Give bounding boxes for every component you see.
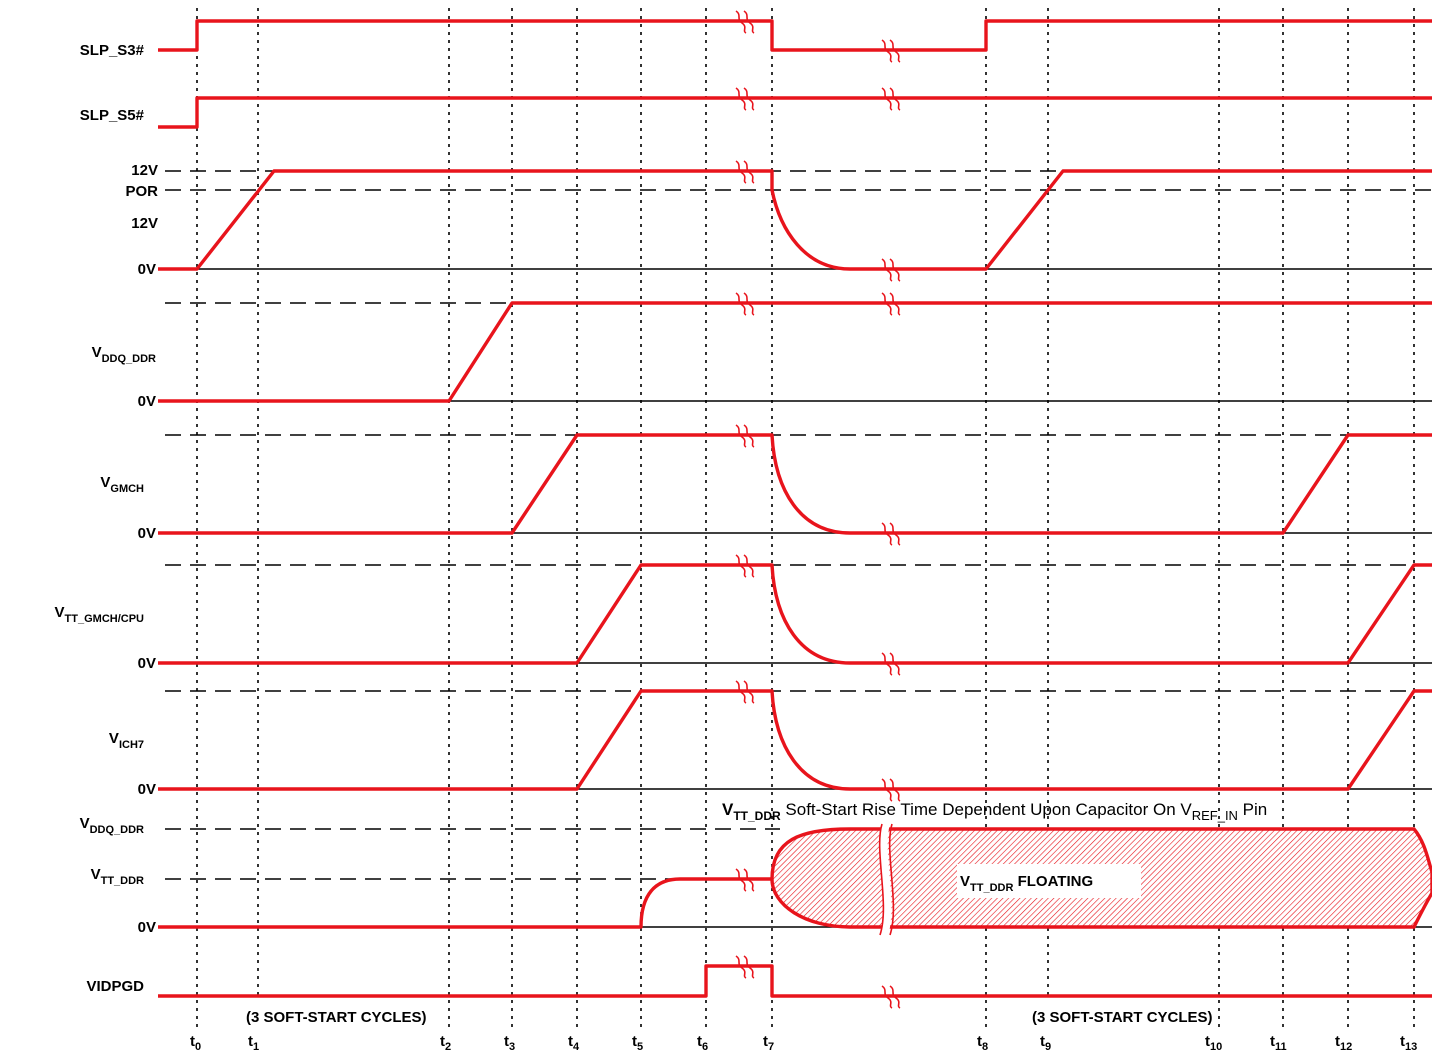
time-label: t2 xyxy=(440,1033,451,1053)
label-vich7: VICH7 xyxy=(109,730,144,751)
time-label: t8 xyxy=(977,1033,988,1053)
label-vddq-ddr: VDDQ_DDR xyxy=(92,344,156,365)
vtt-ddr-trace xyxy=(158,877,772,929)
time-label: t12 xyxy=(1335,1033,1352,1053)
floating-label: VTT_DDR FLOATING xyxy=(960,873,1093,894)
signal-labels: SLP_S3# SLP_S5# 12V POR 12V 0V VDDQ_DDR … xyxy=(55,42,159,995)
break-mark xyxy=(735,160,755,184)
floating-label-box xyxy=(957,864,1141,898)
time-label: t3 xyxy=(504,1033,515,1053)
time-label: t9 xyxy=(1040,1033,1051,1053)
break-mark xyxy=(881,292,901,316)
label-slp-s5: SLP_S5# xyxy=(80,107,145,124)
break-mark xyxy=(881,522,901,546)
vidpgd-trace xyxy=(158,964,1432,998)
time-label: t13 xyxy=(1400,1033,1417,1053)
time-label: t6 xyxy=(697,1033,708,1053)
time-gridlines xyxy=(196,8,1415,1030)
break-mark xyxy=(881,985,901,1009)
time-label: t11 xyxy=(1270,1033,1287,1053)
label-0v-vtt: 0V xyxy=(138,655,156,672)
label-slp-s3: SLP_S3# xyxy=(80,42,145,59)
soft-start-cycles-label-2: (3 SOFT-START CYCLES) xyxy=(1032,1009,1213,1026)
time-axis-labels: t0 t1 t2 t3 t4 t5 t6 t7 t8 t9 t10 t11 t1… xyxy=(190,1033,1417,1053)
label-0v-vddq: 0V xyxy=(138,393,156,410)
break-mark xyxy=(735,292,755,316)
break-mark xyxy=(881,652,901,676)
slp-s3-trace xyxy=(158,19,1432,52)
label-0v-vich7: 0V xyxy=(138,781,156,798)
slp-s5-trace xyxy=(158,96,1432,129)
floating-region-break xyxy=(878,822,895,937)
time-label: t7 xyxy=(763,1033,774,1053)
break-mark xyxy=(881,39,901,63)
label-12v-top: 12V xyxy=(131,162,158,179)
break-mark xyxy=(735,10,755,34)
time-label: t0 xyxy=(190,1033,201,1053)
break-mark xyxy=(735,955,755,979)
break-mark xyxy=(881,778,901,802)
break-symbols xyxy=(735,10,901,1009)
label-vtt-gmch-cpu: VTT_GMCH/CPU xyxy=(55,604,145,625)
soft-start-cycles-label-1: (3 SOFT-START CYCLES) xyxy=(246,1009,427,1026)
time-label: t5 xyxy=(632,1033,643,1053)
time-label: t10 xyxy=(1205,1033,1222,1053)
label-0v-vgmch: 0V xyxy=(138,525,156,542)
label-vtt-ddr: VTT_DDR xyxy=(91,866,144,887)
reference-levels xyxy=(165,170,1432,880)
break-mark xyxy=(735,554,755,578)
soft-start-note: VTT_DDR Soft-Start Rise Time Dependent U… xyxy=(722,800,1267,823)
label-vgmch: VGMCH xyxy=(100,474,144,495)
label-vddq-ddr-ref: VDDQ_DDR xyxy=(80,815,144,836)
label-por: POR xyxy=(125,183,158,200)
break-mark xyxy=(735,680,755,704)
break-mark xyxy=(735,424,755,448)
label-12v-mid: 12V xyxy=(131,215,158,232)
break-mark xyxy=(881,87,901,111)
time-label: t1 xyxy=(248,1033,259,1053)
label-vidpgd: VIDPGD xyxy=(86,978,144,995)
v12-trace xyxy=(158,169,1432,271)
waveforms xyxy=(158,19,1432,998)
vgmch-trace xyxy=(158,433,1432,535)
label-0v-12v: 0V xyxy=(138,261,156,278)
break-mark xyxy=(735,87,755,111)
vich7-trace xyxy=(158,689,1432,791)
break-mark xyxy=(881,258,901,282)
vtt-gmch-cpu-trace xyxy=(158,563,1432,665)
time-label: t4 xyxy=(568,1033,580,1053)
label-0v-vtt-ddr: 0V xyxy=(138,919,156,936)
break-mark xyxy=(735,868,755,892)
vddq-ddr-trace xyxy=(158,301,1432,403)
